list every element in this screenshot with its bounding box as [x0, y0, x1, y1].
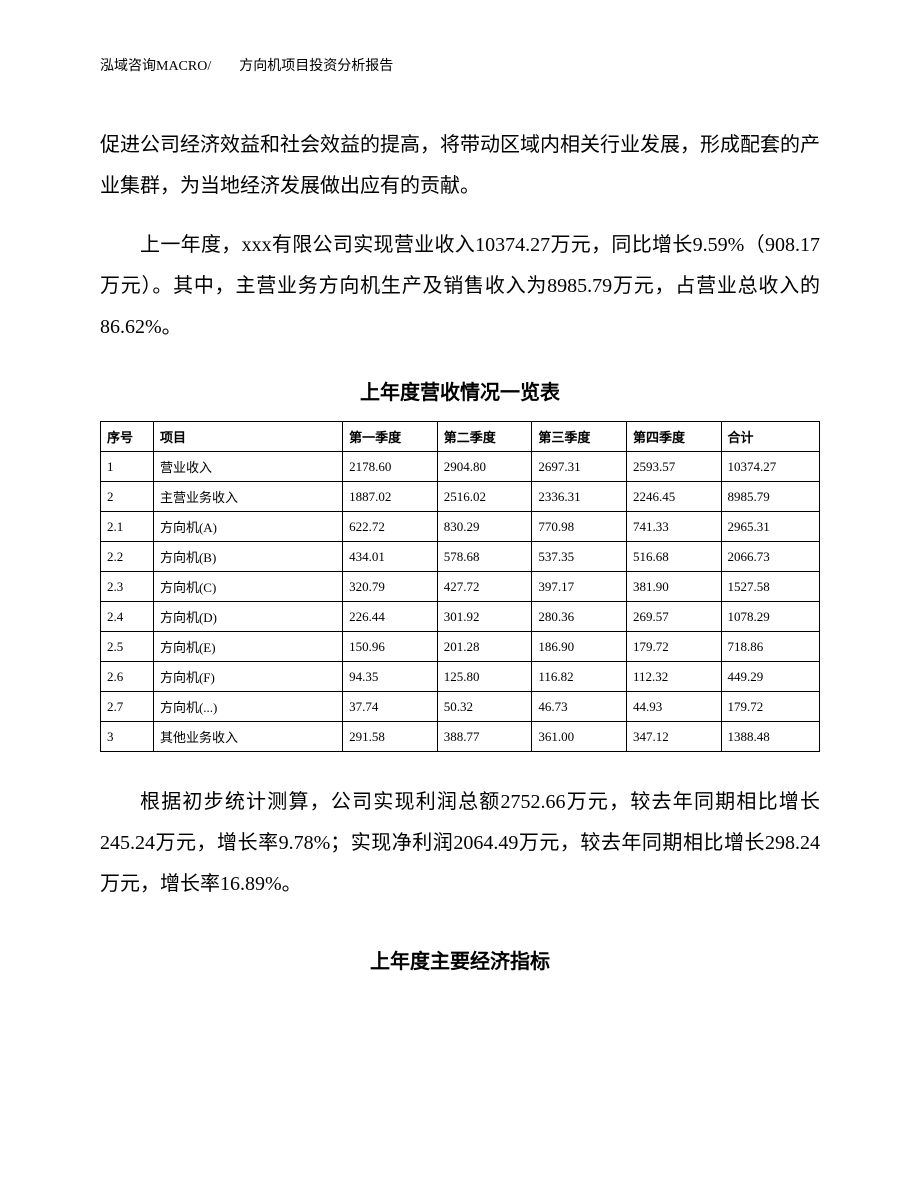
- header-text: 泓域咨询MACRO/ 方向机项目投资分析报告: [100, 59, 393, 74]
- col-header-num: 序号: [101, 422, 154, 452]
- cell: 46.73: [532, 692, 627, 722]
- cell: 179.72: [626, 632, 721, 662]
- table-title: 上年度营收情况一览表: [100, 376, 820, 405]
- cell: 1887.02: [343, 482, 438, 512]
- table-row: 3 其他业务收入 291.58 388.77 361.00 347.12 138…: [101, 722, 820, 752]
- col-header-q3: 第三季度: [532, 422, 627, 452]
- cell: 50.32: [437, 692, 532, 722]
- cell: 537.35: [532, 542, 627, 572]
- table-row: 2.7 方向机(...) 37.74 50.32 46.73 44.93 179…: [101, 692, 820, 722]
- cell: 516.68: [626, 542, 721, 572]
- cell: 2.4: [101, 602, 154, 632]
- cell: 269.57: [626, 602, 721, 632]
- paragraph-3: 根据初步统计测算，公司实现利润总额2752.66万元，较去年同期相比增长245.…: [100, 782, 820, 905]
- cell: 2: [101, 482, 154, 512]
- cell: 2.3: [101, 572, 154, 602]
- cell: 2697.31: [532, 452, 627, 482]
- cell: 770.98: [532, 512, 627, 542]
- second-table-title: 上年度主要经济指标: [100, 945, 820, 974]
- cell: 381.90: [626, 572, 721, 602]
- col-header-q1: 第一季度: [343, 422, 438, 452]
- col-header-total: 合计: [721, 422, 819, 452]
- table-header-row: 序号 项目 第一季度 第二季度 第三季度 第四季度 合计: [101, 422, 820, 452]
- content-area: 促进公司经济效益和社会效益的提高，将带动区域内相关行业发展，形成配套的产业集群，…: [100, 125, 820, 990]
- cell: 2246.45: [626, 482, 721, 512]
- cell: 125.80: [437, 662, 532, 692]
- cell: 2336.31: [532, 482, 627, 512]
- page-header: 泓域咨询MACRO/ 方向机项目投资分析报告: [100, 55, 393, 75]
- cell: 方向机(A): [153, 512, 342, 542]
- cell: 320.79: [343, 572, 438, 602]
- cell: 44.93: [626, 692, 721, 722]
- table-row: 2.2 方向机(B) 434.01 578.68 537.35 516.68 2…: [101, 542, 820, 572]
- cell: 94.35: [343, 662, 438, 692]
- cell: 434.01: [343, 542, 438, 572]
- cell: 2.1: [101, 512, 154, 542]
- cell: 112.32: [626, 662, 721, 692]
- cell: 其他业务收入: [153, 722, 342, 752]
- cell: 179.72: [721, 692, 819, 722]
- cell: 2904.80: [437, 452, 532, 482]
- table-row: 2 主营业务收入 1887.02 2516.02 2336.31 2246.45…: [101, 482, 820, 512]
- cell: 主营业务收入: [153, 482, 342, 512]
- cell: 2.6: [101, 662, 154, 692]
- cell: 116.82: [532, 662, 627, 692]
- cell: 830.29: [437, 512, 532, 542]
- cell: 2178.60: [343, 452, 438, 482]
- cell: 2.5: [101, 632, 154, 662]
- cell: 427.72: [437, 572, 532, 602]
- col-header-q2: 第二季度: [437, 422, 532, 452]
- cell: 2066.73: [721, 542, 819, 572]
- cell: 方向机(D): [153, 602, 342, 632]
- cell: 2593.57: [626, 452, 721, 482]
- table-row: 2.5 方向机(E) 150.96 201.28 186.90 179.72 7…: [101, 632, 820, 662]
- cell: 8985.79: [721, 482, 819, 512]
- cell: 397.17: [532, 572, 627, 602]
- cell: 2965.31: [721, 512, 819, 542]
- table-row: 2.1 方向机(A) 622.72 830.29 770.98 741.33 2…: [101, 512, 820, 542]
- cell: 201.28: [437, 632, 532, 662]
- cell: 营业收入: [153, 452, 342, 482]
- table-row: 2.4 方向机(D) 226.44 301.92 280.36 269.57 1…: [101, 602, 820, 632]
- paragraph-2: 上一年度，xxx有限公司实现营业收入10374.27万元，同比增长9.59%（9…: [100, 225, 820, 348]
- table-row: 1 营业收入 2178.60 2904.80 2697.31 2593.57 1…: [101, 452, 820, 482]
- revenue-table: 序号 项目 第一季度 第二季度 第三季度 第四季度 合计 1 营业收入 2178…: [100, 421, 820, 752]
- cell: 方向机(E): [153, 632, 342, 662]
- cell: 578.68: [437, 542, 532, 572]
- cell: 方向机(F): [153, 662, 342, 692]
- cell: 347.12: [626, 722, 721, 752]
- paragraph-1: 促进公司经济效益和社会效益的提高，将带动区域内相关行业发展，形成配套的产业集群，…: [100, 125, 820, 207]
- cell: 291.58: [343, 722, 438, 752]
- cell: 1: [101, 452, 154, 482]
- cell: 方向机(B): [153, 542, 342, 572]
- cell: 方向机(...): [153, 692, 342, 722]
- col-header-item: 项目: [153, 422, 342, 452]
- cell: 388.77: [437, 722, 532, 752]
- cell: 1078.29: [721, 602, 819, 632]
- cell: 10374.27: [721, 452, 819, 482]
- cell: 2516.02: [437, 482, 532, 512]
- cell: 方向机(C): [153, 572, 342, 602]
- cell: 718.86: [721, 632, 819, 662]
- col-header-q4: 第四季度: [626, 422, 721, 452]
- cell: 361.00: [532, 722, 627, 752]
- table-row: 2.3 方向机(C) 320.79 427.72 397.17 381.90 1…: [101, 572, 820, 602]
- cell: 1527.58: [721, 572, 819, 602]
- cell: 186.90: [532, 632, 627, 662]
- cell: 301.92: [437, 602, 532, 632]
- cell: 449.29: [721, 662, 819, 692]
- cell: 226.44: [343, 602, 438, 632]
- cell: 2.2: [101, 542, 154, 572]
- cell: 280.36: [532, 602, 627, 632]
- cell: 622.72: [343, 512, 438, 542]
- cell: 150.96: [343, 632, 438, 662]
- cell: 37.74: [343, 692, 438, 722]
- cell: 2.7: [101, 692, 154, 722]
- cell: 3: [101, 722, 154, 752]
- cell: 1388.48: [721, 722, 819, 752]
- cell: 741.33: [626, 512, 721, 542]
- table-row: 2.6 方向机(F) 94.35 125.80 116.82 112.32 44…: [101, 662, 820, 692]
- table-body: 1 营业收入 2178.60 2904.80 2697.31 2593.57 1…: [101, 452, 820, 752]
